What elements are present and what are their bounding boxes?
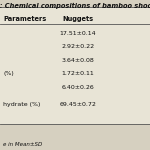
- Text: Table 4 (B): Chemical compositions of bamboo shoot products: Table 4 (B): Chemical compositions of ba…: [0, 2, 150, 9]
- Text: 3.64±0.08: 3.64±0.08: [62, 58, 94, 63]
- Text: Parameters: Parameters: [3, 16, 46, 22]
- Text: 6.40±0.26: 6.40±0.26: [62, 85, 94, 90]
- Text: 2.92±0.22: 2.92±0.22: [61, 44, 94, 49]
- Text: 69.45±0.72: 69.45±0.72: [60, 102, 96, 107]
- Text: e in Mean±SD: e in Mean±SD: [3, 142, 42, 147]
- Text: hydrate (%): hydrate (%): [3, 102, 40, 107]
- Text: (%): (%): [3, 71, 14, 76]
- Text: Nuggets: Nuggets: [62, 16, 94, 22]
- Text: 17.51±0.14: 17.51±0.14: [60, 31, 96, 36]
- Text: 1.72±0.11: 1.72±0.11: [62, 71, 94, 76]
